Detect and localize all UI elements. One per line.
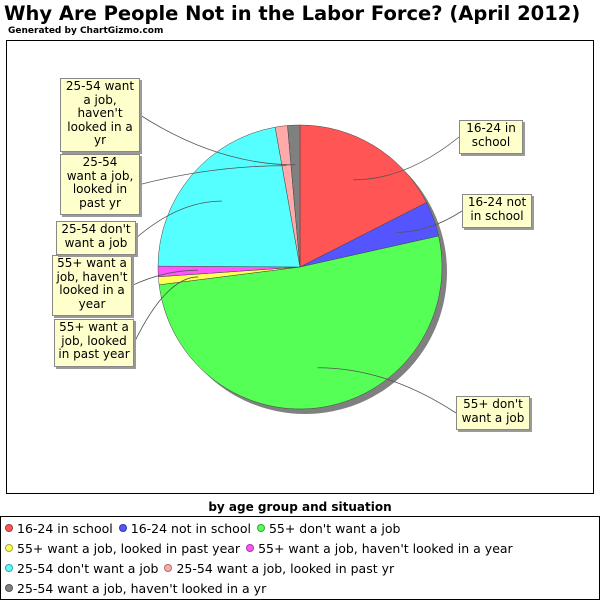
legend: 16-24 in school 16-24 not in school 55+ do… xyxy=(0,516,600,600)
legend-item: 25-54 don't want a job xyxy=(5,561,158,576)
legend-row: 25-54 want a job, haven't looked in a yr xyxy=(5,578,272,598)
legend-item: 16-24 not in school xyxy=(118,520,251,536)
legend-swatch xyxy=(5,524,13,532)
legend-swatch xyxy=(5,564,13,572)
callout-label-2: 16-24 not in school xyxy=(462,194,532,228)
legend-item: 55+ don't want a job xyxy=(256,520,401,536)
legend-item: 16-24 in school xyxy=(5,521,113,536)
callout-label-4: 55+ want a job, looked in past year xyxy=(54,319,134,367)
legend-row: 55+ want a job, looked in past year 55+ w… xyxy=(5,538,519,558)
legend-label: 16-24 not in school xyxy=(130,520,251,536)
x-axis-label: by age group and situation xyxy=(208,500,392,514)
legend-label: 25-54 want a job, looked in past yr xyxy=(176,560,395,576)
legend-item: 55+ want a job, haven't looked in a year xyxy=(246,541,513,556)
legend-item: 55+ want a job, looked in past year xyxy=(5,541,240,556)
legend-label: 55+ don't want a job xyxy=(268,520,401,536)
legend-swatch xyxy=(5,584,13,592)
legend-swatch xyxy=(164,564,173,572)
callout-label-7: 25-54 want a job, looked in past yr xyxy=(60,154,140,215)
legend-label: 55+ want a job, looked in past year xyxy=(17,540,241,556)
legend-swatch xyxy=(246,544,255,552)
callout-label-3: 55+ don't want a job xyxy=(456,396,530,430)
callout-label-1: 16-24 in school xyxy=(459,120,523,154)
legend-row: 16-24 in school 16-24 not in school 55+ do… xyxy=(5,518,406,538)
legend-swatch xyxy=(5,544,13,552)
legend-label: 25-54 don't want a job xyxy=(17,560,159,576)
legend-label: 55+ want a job, haven't looked in a year xyxy=(258,540,513,556)
callout-label-5: 55+ want a job, haven't looked in a year xyxy=(52,255,132,316)
legend-label: 16-24 in school xyxy=(17,520,113,536)
legend-item: 25-54 want a job, looked in past yr xyxy=(164,561,394,576)
legend-swatch xyxy=(118,524,127,532)
legend-item: 25-54 want a job, haven't looked in a yr xyxy=(5,581,266,596)
legend-swatch xyxy=(256,524,265,532)
callout-label-6: 25-54 don't want a job xyxy=(56,221,136,255)
legend-label: 25-54 want a job, haven't looked in a yr xyxy=(17,580,267,596)
legend-row: 25-54 don't want a job 25-54 want a job, … xyxy=(5,558,400,578)
generator-credit: Generated by ChartGizmo.com xyxy=(8,26,164,36)
callout-label-8: 25-54 want a job, haven't looked in a yr xyxy=(60,78,140,152)
chart-title: Why Are People Not in the Labor Force? (… xyxy=(4,2,581,25)
